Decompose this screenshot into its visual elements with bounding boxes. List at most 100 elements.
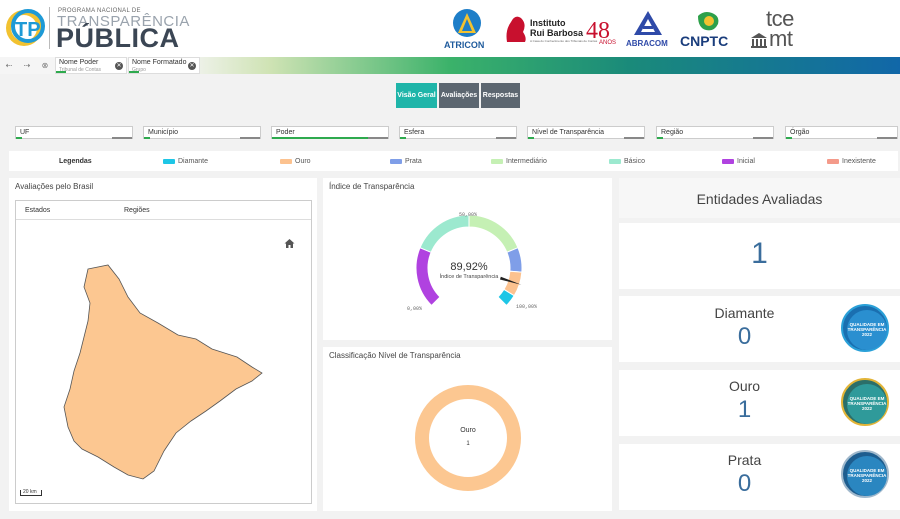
map-frame: Estados Regiões 20 km <box>15 200 312 504</box>
filter-uf[interactable]: UF <box>15 126 133 139</box>
gauge-value: 89,92% <box>450 261 488 273</box>
state-map[interactable] <box>16 221 313 504</box>
legend-swatch <box>827 159 839 164</box>
gauge-band-diamante <box>497 288 515 307</box>
tab-estados[interactable]: Estados <box>25 207 51 214</box>
card-prata-label: Prata <box>727 452 762 468</box>
filter-municipio[interactable]: Município <box>143 126 261 139</box>
card-ouro: Ouro 1 QUALIDADE EM TRANSPARÊNCIA 2022 <box>619 370 900 436</box>
tce-label: tce <box>766 6 794 31</box>
cnptc-label: CNPTC <box>680 33 729 49</box>
svg-text:TP: TP <box>15 19 41 41</box>
close-icon[interactable]: ✕ <box>188 62 196 70</box>
tab-avaliacoes[interactable]: Avaliações <box>439 83 479 108</box>
tce-building-icon <box>751 33 767 48</box>
legend-item-ouro: Ouro <box>280 158 311 165</box>
atricon-label: ATRICON <box>444 40 485 50</box>
legend-swatch <box>163 159 175 164</box>
legend-swatch <box>390 159 402 164</box>
state-shape[interactable] <box>63 264 263 480</box>
header-gradient-bar <box>0 57 900 74</box>
gauge-band-básico <box>419 214 470 253</box>
tab-respostas[interactable]: Respostas <box>481 83 520 108</box>
selection-tab-poder[interactable]: Nome Poder Tribunal de Contas ✕ <box>55 57 127 74</box>
entities-total-card: 1 <box>619 223 900 289</box>
program-logo-icon: TP <box>6 9 45 46</box>
selection-tab-nome[interactable]: Nome Formatado ... Grupo ✕ <box>128 57 200 74</box>
legend-item-diamante: Diamante <box>163 158 208 165</box>
card-prata-value: 0 <box>737 470 752 497</box>
gauge-band-intermediário <box>468 214 519 253</box>
rui-barbosa-logo-icon <box>506 16 526 42</box>
selection-back-icon[interactable]: ⇠ <box>5 60 13 70</box>
svg-text:48: 48 <box>586 18 610 44</box>
gauge-mid-label: 50,00% <box>459 212 477 218</box>
card-diamante-label: Diamante <box>714 305 775 321</box>
home-icon[interactable] <box>284 238 295 249</box>
donut-slice-label: Ouro <box>460 427 476 434</box>
cnptc-logo-icon <box>698 12 719 31</box>
selection-forward-icon[interactable]: ⇢ <box>23 60 31 70</box>
irb-sub: A Casa do Conhecimento dos Tribunais de … <box>530 39 598 43</box>
gauge-panel: Índice de Transparência 0,00% 50,00% 100… <box>323 178 612 340</box>
legend-item-intermediario: Intermediário <box>491 158 547 165</box>
close-icon[interactable]: ✕ <box>115 62 123 70</box>
prata-seal-icon: QUALIDADE EM TRANSPARÊNCIA 2022 <box>841 450 889 498</box>
legend-item-inicial: Inicial <box>722 158 755 165</box>
gauge-needle <box>499 276 522 285</box>
legend-swatch <box>280 159 292 164</box>
classification-panel: Classificação Nível de Transparência Our… <box>323 347 612 511</box>
card-ouro-value: 1 <box>737 396 752 423</box>
clear-all-icon[interactable]: ⊗ <box>41 60 49 70</box>
filter-esfera[interactable]: Esfera <box>399 126 517 139</box>
mt-label: mt <box>769 26 793 51</box>
legend-swatch <box>491 159 503 164</box>
donut-slice-value: 1 <box>466 441 470 447</box>
entities-header: Entidades Avaliadas <box>619 178 900 218</box>
card-ouro-label: Ouro <box>728 378 761 394</box>
map-tabs: Estados Regiões <box>16 201 311 220</box>
diamante-seal-icon: QUALIDADE EM TRANSPARÊNCIA 2022 <box>841 304 889 352</box>
irb-line1: Instituto <box>530 18 566 28</box>
filter-nivel-transparencia[interactable]: Nível de Transparência <box>527 126 645 139</box>
program-title-line1: TRANSPARÊNCIA <box>57 13 190 30</box>
legend: Legendas Diamante Ouro Prata Intermediár… <box>9 151 898 171</box>
donut-slice-ouro[interactable] <box>415 385 521 491</box>
legend-item-prata: Prata <box>390 158 422 165</box>
filter-poder[interactable]: Poder <box>271 126 389 139</box>
legend-swatch <box>609 159 621 164</box>
abracom-logo-icon <box>634 11 662 35</box>
entities-title: Entidades Avaliadas <box>696 191 823 207</box>
filter-regiao[interactable]: Região <box>656 126 774 139</box>
gauge-band-inicial <box>415 247 441 307</box>
tab-regioes[interactable]: Regiões <box>124 207 150 214</box>
classification-donut[interactable]: Ouro 1 <box>323 347 612 511</box>
card-diamante-value: 0 <box>737 323 752 350</box>
card-diamante: Diamante 0 QUALIDADE EM TRANSPARÊNCIA 202… <box>619 296 900 362</box>
program-subtitle: PROGRAMA NACIONAL DE <box>58 8 141 14</box>
gauge-min-label: 0,00% <box>407 306 422 312</box>
tab-visao-geral[interactable]: Visão Geral <box>396 83 437 108</box>
gauge-panel-title: Índice de Transparência <box>329 182 415 191</box>
atricon-logo-icon <box>453 9 481 37</box>
map-scale-label: 20 km <box>23 489 37 495</box>
gauge-max-label: 100,00% <box>516 304 537 310</box>
legend-title: Legendas <box>59 158 92 165</box>
anniversary-48-logo-icon: 48 ANOS <box>586 18 616 46</box>
filter-orgao[interactable]: Órgão <box>785 126 898 139</box>
svg-text:ANOS: ANOS <box>599 40 616 46</box>
selections-bar: ⇠ ⇢ ⊗ Nome Poder Tribunal de Contas ✕ No… <box>0 57 200 74</box>
map-panel: Avaliações pelo Brasil Estados Regiões 2… <box>9 178 317 511</box>
header: TP PROGRAMA NACIONAL DE TRANSPARÊNCIA PÚ… <box>0 0 900 57</box>
entities-total: 1 <box>751 237 768 270</box>
legend-item-inexistente: Inexistente <box>827 158 876 165</box>
legend-item-basico: Básico <box>609 158 645 165</box>
program-title-line2: PÚBLICA <box>56 23 180 53</box>
card-prata: Prata 0 QUALIDADE EM TRANSPARÊNCIA 2022 <box>619 444 900 510</box>
ouro-seal-icon: QUALIDADE EM TRANSPARÊNCIA 2022 <box>841 378 889 426</box>
gauge-value-label: Índice de Transparência <box>440 273 500 280</box>
classification-panel-title: Classificação Nível de Transparência <box>329 351 461 360</box>
legend-swatch <box>722 159 734 164</box>
gauge-band-prata <box>506 247 523 273</box>
map-scale-bar <box>20 490 42 496</box>
